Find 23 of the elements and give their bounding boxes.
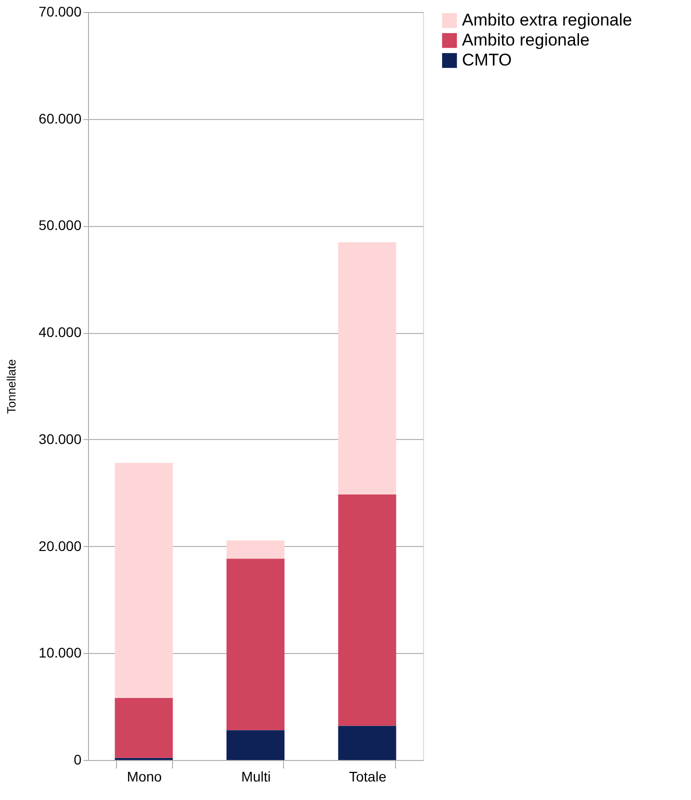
y-tick-label: 70.000 [38,4,82,20]
y-tick-label: 0 [74,752,82,768]
bar [114,698,173,758]
y-tick-label: 40.000 [38,324,82,340]
bar [114,462,173,698]
y-tick-label: 50.000 [38,217,82,234]
bar [226,558,284,730]
y-tick-label: 10.000 [38,644,82,661]
legend-label: CMTO [462,50,512,70]
x-tick-label: Totale [348,768,387,784]
y-tick-label: 20.000 [38,538,82,554]
bar [338,726,396,760]
y-tick-label: 60.000 [38,110,82,126]
bar [338,242,396,494]
x-tick-label: Multi [241,768,271,784]
x-tick-label: Mono [126,768,162,784]
legend-label: Ambito extra regionale [462,10,632,30]
legend-label: Ambito regionale [462,30,590,50]
bar [226,730,284,760]
y-axis-title: Tonnellate [4,358,19,414]
bar [338,494,396,726]
y-tick-label: 30.000 [38,430,82,447]
bar [226,540,284,559]
